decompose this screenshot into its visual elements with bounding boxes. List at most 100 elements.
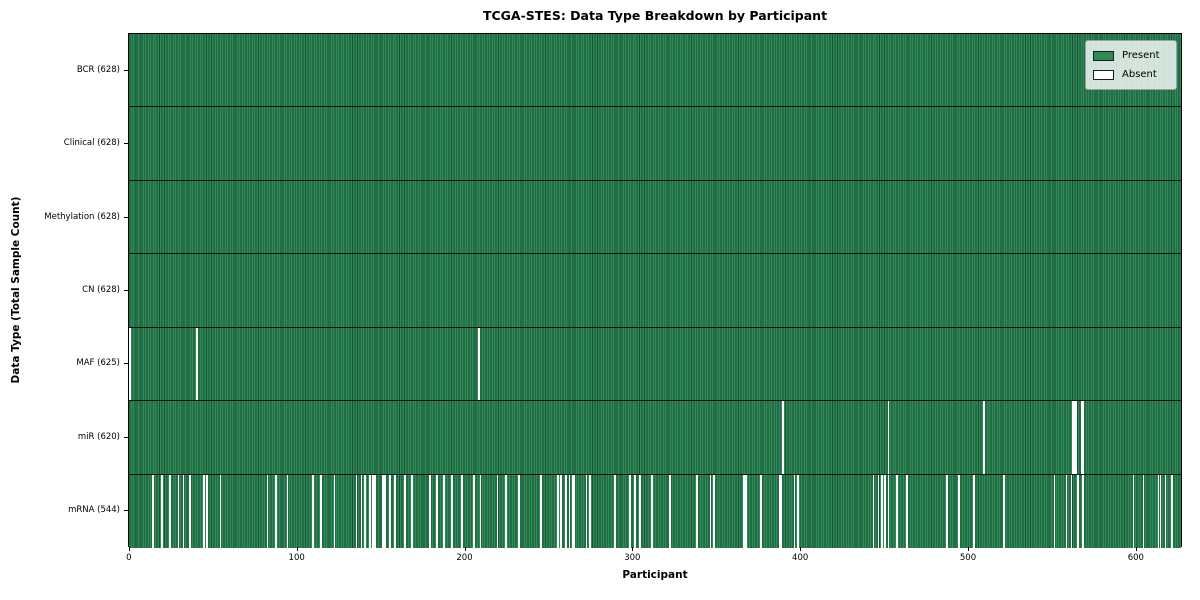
x-tick-label: 500 bbox=[959, 553, 977, 563]
y-tick-label: BCR (628) bbox=[76, 64, 120, 75]
absent-stripe bbox=[202, 474, 205, 548]
absent-stripe bbox=[206, 474, 208, 548]
absent-stripe bbox=[614, 474, 616, 548]
y-tick-mark bbox=[124, 216, 128, 218]
y-tick-mark bbox=[124, 436, 128, 438]
absent-stripe bbox=[796, 474, 799, 548]
absent-stripe bbox=[872, 474, 875, 548]
x-tick-label: 400 bbox=[792, 553, 809, 563]
absent-stripe bbox=[781, 401, 784, 474]
y-tick-label: Methylation (628) bbox=[44, 211, 120, 222]
chart-title: TCGA-STES: Data Type Breakdown by Partic… bbox=[482, 8, 828, 23]
x-tick-mark bbox=[296, 547, 298, 551]
absent-stripe bbox=[320, 474, 322, 548]
absent-stripe bbox=[1080, 401, 1083, 474]
legend-swatch-present bbox=[1093, 50, 1114, 61]
legend-item-present: Present bbox=[1093, 46, 1168, 65]
absent-stripe bbox=[360, 474, 363, 548]
absent-stripe bbox=[696, 474, 698, 548]
absent-stripe bbox=[177, 474, 180, 548]
legend-swatch-absent bbox=[1093, 69, 1114, 80]
absent-stripe bbox=[793, 474, 796, 548]
row-maf bbox=[129, 327, 1181, 402]
y-tick-label: mRNA (544) bbox=[68, 505, 120, 516]
absent-stripe bbox=[286, 474, 289, 548]
absent-stripe bbox=[629, 474, 631, 548]
legend: Present Absent bbox=[1085, 40, 1177, 90]
x-tick-mark bbox=[1135, 547, 1137, 551]
absent-stripe bbox=[1157, 474, 1160, 548]
row-bcr bbox=[129, 34, 1181, 108]
y-tick-label: Clinical (628) bbox=[63, 138, 120, 149]
absent-stripe bbox=[1075, 401, 1078, 474]
absent-stripe bbox=[1073, 401, 1076, 474]
absent-stripe bbox=[1003, 474, 1006, 548]
absent-stripe bbox=[572, 474, 574, 548]
y-tick-label: miR (620) bbox=[77, 431, 120, 442]
absent-stripe bbox=[429, 474, 432, 548]
absent-stripe bbox=[275, 474, 277, 548]
absent-stripe bbox=[906, 474, 908, 548]
absent-stripe bbox=[760, 474, 762, 548]
y-tick-mark bbox=[124, 510, 128, 512]
absent-stripe bbox=[311, 474, 314, 548]
absent-stripe bbox=[973, 474, 975, 548]
absent-stripe bbox=[1159, 474, 1162, 548]
x-tick-mark bbox=[632, 547, 634, 551]
absent-stripe bbox=[169, 474, 171, 548]
absent-stripe bbox=[160, 474, 163, 548]
absent-stripe bbox=[887, 401, 890, 474]
absent-stripe bbox=[1171, 474, 1173, 548]
x-tick-mark bbox=[800, 547, 802, 551]
x-tick-mark bbox=[464, 547, 466, 551]
absent-stripe bbox=[1132, 474, 1135, 548]
absent-stripe bbox=[650, 474, 653, 548]
absent-stripe bbox=[219, 474, 222, 548]
row-mrna bbox=[129, 474, 1181, 548]
absent-stripe bbox=[639, 474, 641, 548]
absent-stripe bbox=[585, 474, 588, 548]
absent-stripe bbox=[266, 474, 269, 548]
absent-stripe bbox=[355, 474, 358, 548]
absent-stripe bbox=[479, 474, 482, 548]
absent-stripe bbox=[669, 474, 672, 548]
absent-stripe bbox=[1065, 474, 1068, 548]
absent-stripe bbox=[946, 474, 949, 548]
absent-stripe bbox=[877, 474, 880, 548]
absent-stripe bbox=[1077, 474, 1079, 548]
y-tick-mark bbox=[124, 143, 128, 145]
x-tick-label: 200 bbox=[456, 553, 473, 563]
absent-stripe bbox=[363, 474, 366, 548]
legend-item-absent: Absent bbox=[1093, 65, 1168, 84]
absent-stripe bbox=[374, 474, 376, 548]
plot-area bbox=[128, 33, 1182, 548]
absent-stripe bbox=[573, 474, 576, 548]
y-tick-mark bbox=[124, 69, 128, 71]
absent-stripe bbox=[560, 474, 562, 548]
absent-stripe bbox=[780, 474, 782, 548]
absent-stripe bbox=[404, 474, 406, 548]
y-tick-label: MAF (625) bbox=[76, 358, 120, 369]
absent-stripe bbox=[958, 474, 960, 548]
absent-stripe bbox=[556, 474, 559, 548]
absent-stripe bbox=[1142, 474, 1145, 548]
y-tick-label: CN (628) bbox=[82, 285, 120, 295]
row-mir bbox=[129, 401, 1181, 475]
x-tick-mark bbox=[128, 547, 130, 551]
absent-stripe bbox=[896, 474, 898, 548]
absent-stripe bbox=[389, 474, 391, 548]
absent-stripe bbox=[1072, 401, 1074, 474]
absent-stripe bbox=[568, 474, 571, 548]
absent-stripe bbox=[743, 474, 745, 548]
absent-stripe bbox=[496, 474, 499, 548]
absent-stripe bbox=[778, 474, 781, 548]
y-tick-mark bbox=[124, 290, 128, 291]
absent-stripe bbox=[1070, 474, 1073, 548]
absent-stripe bbox=[1082, 474, 1084, 548]
absent-stripe bbox=[884, 474, 886, 548]
absent-stripe bbox=[369, 474, 371, 548]
absent-stripe bbox=[384, 474, 386, 548]
absent-stripe bbox=[196, 327, 198, 401]
legend-label: Present bbox=[1122, 50, 1160, 61]
absent-stripe bbox=[709, 474, 712, 548]
